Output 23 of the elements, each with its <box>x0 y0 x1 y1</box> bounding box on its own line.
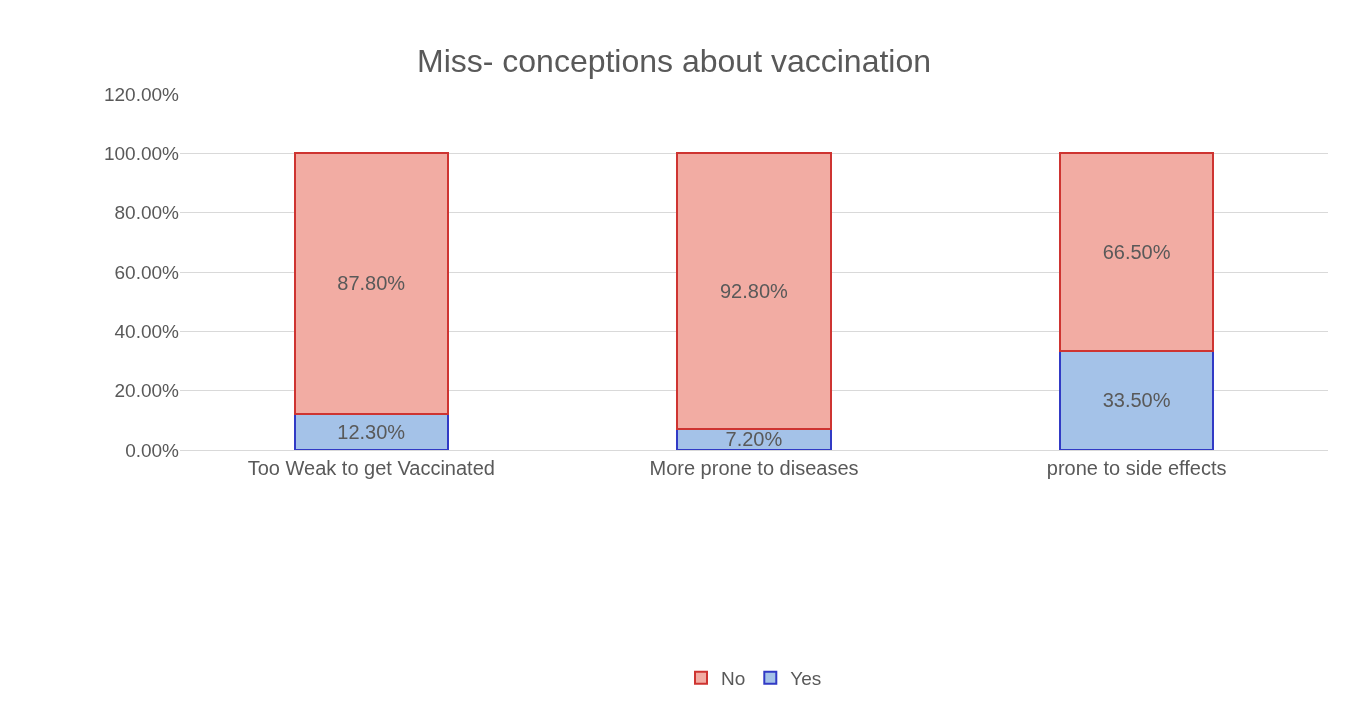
y-tick-label: 40.00% <box>114 320 180 342</box>
chart-title: Miss- conceptions about vaccination <box>416 43 932 80</box>
y-tick-label: 80.00% <box>114 202 180 224</box>
data-label: 87.80% <box>337 272 406 295</box>
x-tick-label: More prone to diseases <box>649 457 859 479</box>
legend-label: Yes <box>790 668 822 690</box>
y-tick-label: 60.00% <box>114 261 180 283</box>
y-tick-label: 100.00% <box>103 142 180 164</box>
bar <box>1059 152 1215 352</box>
x-tick-label: Too Weak to get Vaccinated <box>247 457 495 479</box>
y-tick-label: 20.00% <box>114 380 180 402</box>
x-tick-label: prone to side effects <box>1046 457 1227 479</box>
y-tick-label: 120.00% <box>103 83 180 105</box>
bar <box>676 152 832 430</box>
bar <box>1059 349 1215 450</box>
data-label: 92.80% <box>719 279 789 302</box>
data-label: 7.20% <box>725 428 783 451</box>
y-tick-label: 0.00% <box>125 439 180 461</box>
data-label: 12.30% <box>337 420 406 443</box>
legend-label: No <box>721 668 746 690</box>
bar <box>293 152 449 415</box>
data-label: 66.50% <box>1102 240 1171 263</box>
data-label: 33.50% <box>1102 389 1171 412</box>
